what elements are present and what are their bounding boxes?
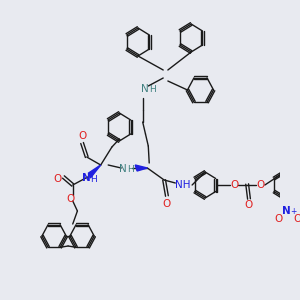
Text: +: +	[291, 206, 297, 215]
Text: H: H	[90, 175, 97, 184]
Text: O: O	[230, 180, 238, 190]
Text: O: O	[54, 174, 62, 184]
Text: O: O	[275, 214, 283, 224]
Text: O: O	[78, 131, 86, 141]
Text: N: N	[119, 164, 127, 174]
Text: N: N	[282, 206, 291, 216]
Text: O: O	[256, 180, 264, 190]
Text: O: O	[163, 199, 171, 209]
Text: H: H	[148, 85, 155, 94]
Text: O: O	[67, 194, 75, 204]
Text: NH: NH	[175, 180, 190, 190]
Polygon shape	[88, 165, 101, 178]
Text: N: N	[82, 173, 91, 183]
Text: O: O	[245, 200, 253, 210]
Polygon shape	[135, 165, 147, 171]
Text: O: O	[293, 214, 300, 224]
Text: H: H	[127, 166, 134, 175]
Text: N: N	[141, 84, 148, 94]
